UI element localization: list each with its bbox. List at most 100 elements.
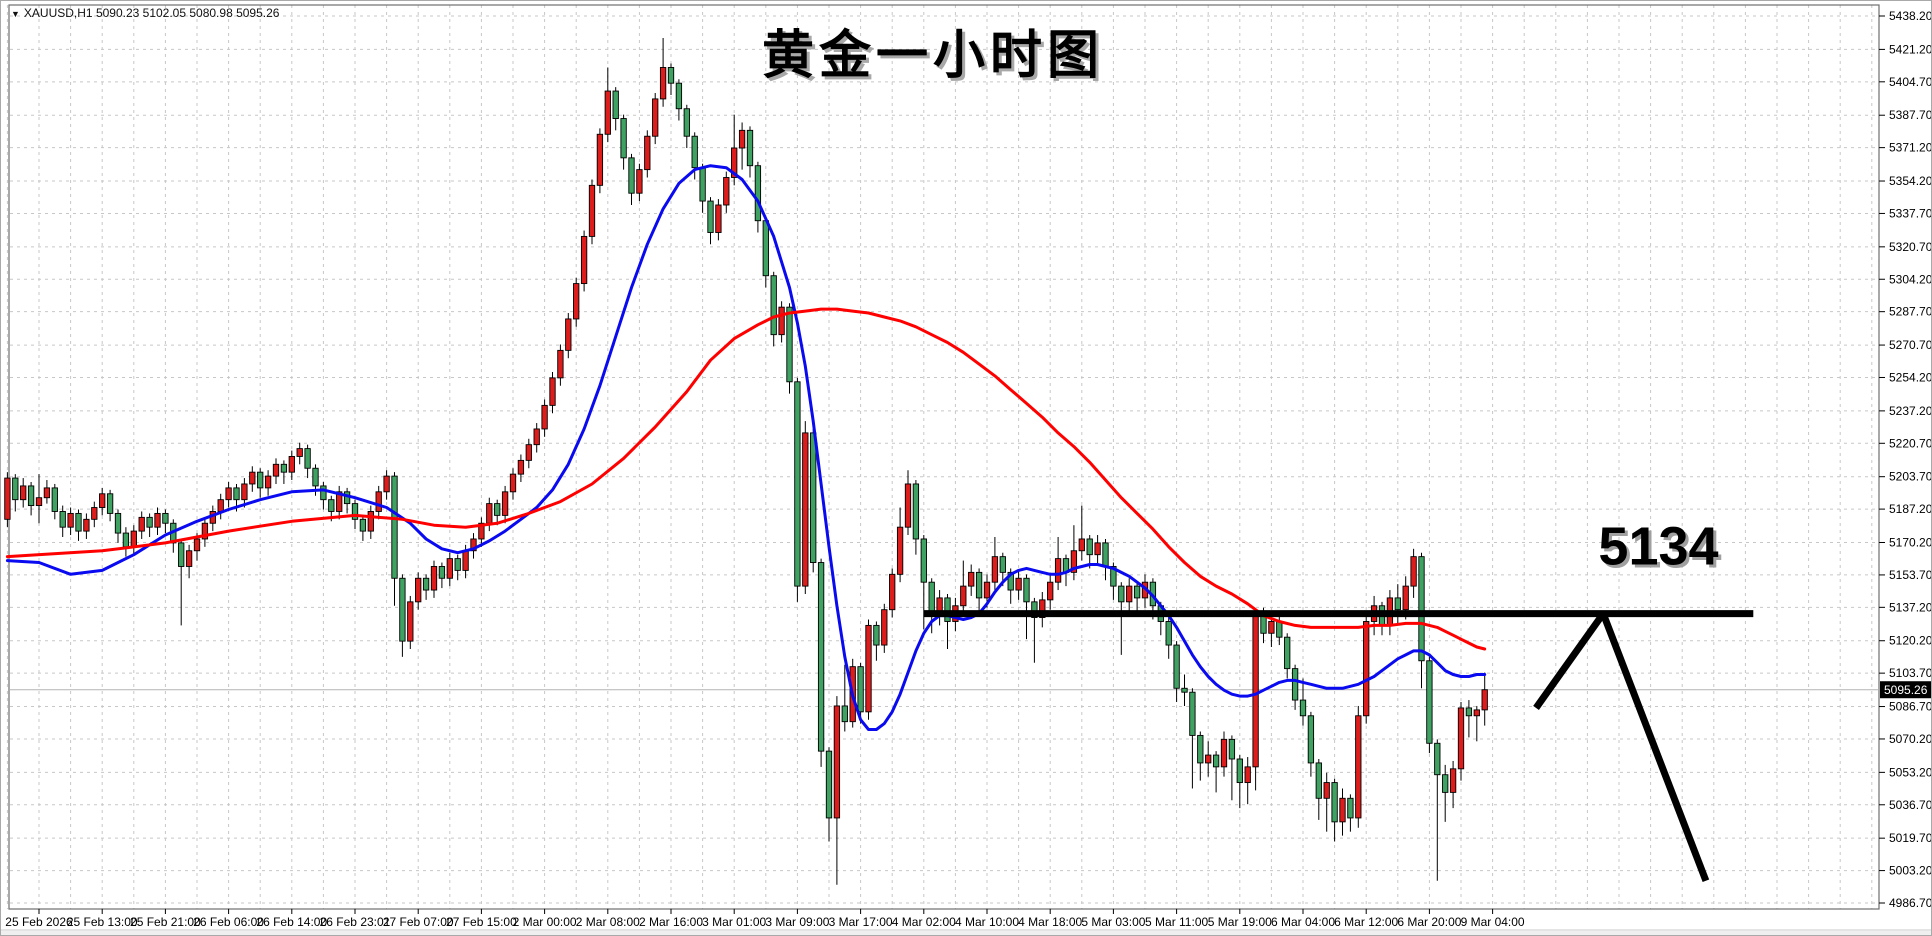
candle-bull: [217, 499, 224, 512]
price-axis-label: 4986.70: [1889, 896, 1932, 910]
candle-bear: [1173, 644, 1180, 689]
candle-bull: [1094, 542, 1101, 556]
candle-bull: [525, 444, 532, 461]
trend-line-right[interactable]: [1599, 612, 1710, 883]
time-axis-label: 25 Feb 13:00: [67, 915, 138, 929]
candle-bear: [51, 487, 58, 512]
price-axis-label: 5421.20: [1889, 42, 1932, 56]
candle-bear: [1228, 738, 1236, 760]
moving-averages-layer: [5, 164, 1487, 731]
candle-bull: [865, 624, 872, 713]
candle-bull: [1205, 754, 1212, 764]
candle-bull: [541, 404, 548, 430]
candle-bear: [1007, 571, 1014, 591]
price-axis-label: 5371.20: [1889, 141, 1932, 155]
candle-bull: [1047, 581, 1054, 601]
candle-bear: [59, 511, 66, 528]
price-axis-label: 5387.70: [1889, 108, 1932, 122]
price-axis-label: 5287.70: [1889, 305, 1932, 319]
resistance-price-label[interactable]: 5134: [1598, 517, 1718, 577]
candle-bull: [1323, 782, 1330, 799]
price-axis-label: 5320.70: [1889, 240, 1932, 254]
candle-bull: [193, 538, 201, 552]
candle-bear: [1118, 585, 1125, 603]
candle-bull: [644, 135, 651, 171]
candle-bear: [328, 499, 335, 512]
candle-bear: [399, 577, 406, 642]
candle-bear: [122, 532, 130, 548]
candle-bear: [494, 503, 501, 516]
candle-bear: [1189, 691, 1196, 736]
candle-bear: [304, 448, 311, 469]
current-price-tag: [1880, 681, 1931, 699]
candle-bear: [1212, 754, 1220, 768]
candle-bear: [1197, 734, 1204, 764]
candle-bull: [225, 487, 232, 501]
candle-bull: [636, 169, 643, 194]
candle-bear: [1284, 636, 1291, 670]
candle-bull: [1220, 738, 1228, 768]
candle-bear: [1426, 660, 1433, 744]
candle-bear: [667, 67, 675, 84]
candle-bear: [1133, 585, 1141, 599]
time-axis-label: 3 Mar 09:00: [765, 915, 829, 929]
candle-bull: [778, 306, 785, 336]
candle-bull: [588, 184, 596, 237]
candle-bull: [486, 503, 493, 524]
candle-bull: [881, 609, 888, 646]
price-axis-label: 5120.20: [1889, 634, 1932, 648]
candle-bull: [1410, 556, 1417, 587]
candle-bull: [715, 204, 722, 233]
price-axis-label: 5053.20: [1889, 765, 1932, 779]
price-axis-label: 5086.70: [1889, 700, 1932, 714]
time-axis-label: 27 Feb 15:00: [446, 915, 517, 929]
candle-bear: [746, 129, 754, 167]
candle-bear: [438, 566, 446, 579]
time-axis-label: 5 Mar 03:00: [1081, 915, 1145, 929]
candle-bull: [415, 577, 422, 603]
current-price-tag-label: 5095.26: [1884, 683, 1928, 697]
price-axis-label: 5070.20: [1889, 732, 1932, 746]
candle-bull: [138, 516, 145, 532]
candle-bear: [1165, 621, 1172, 646]
price-axis-label: 5019.70: [1889, 831, 1932, 845]
candle-bull: [1449, 768, 1457, 793]
candle-bull: [549, 377, 556, 406]
price-axis-label: 5003.20: [1889, 864, 1932, 878]
trend-line-left[interactable]: [1533, 611, 1607, 710]
candle-bear: [454, 558, 461, 571]
candle-bear: [1442, 774, 1449, 793]
time-axis-label: 6 Mar 12:00: [1334, 915, 1398, 929]
candle-bull: [288, 456, 295, 473]
candle-bear: [1394, 597, 1401, 611]
candle-bull: [367, 511, 374, 532]
price-axis-label: 5153.70: [1889, 568, 1932, 582]
candle-bull: [462, 550, 469, 571]
candle-bull: [802, 432, 809, 587]
candles-layer: [4, 38, 1488, 885]
candle-bear: [1086, 538, 1093, 556]
ma-fast-blue: [5, 164, 1487, 731]
candle-bull: [652, 98, 659, 137]
candle-bull: [83, 518, 90, 532]
plot-frame: [8, 4, 1880, 910]
candle-bull: [723, 177, 730, 206]
price-axis-label: 5103.70: [1889, 666, 1932, 680]
time-axis-label: 26 Feb 06:00: [193, 915, 264, 929]
candle-bear: [683, 108, 690, 137]
candle-bear: [351, 503, 359, 520]
candle-bear: [280, 463, 288, 473]
candle-bear: [320, 485, 327, 501]
time-axis-label: 6 Mar 04:00: [1271, 915, 1335, 929]
candle-bull: [4, 477, 11, 520]
candle-bear: [1110, 566, 1117, 587]
candle-bull: [1070, 550, 1078, 573]
time-axis-label: 4 Mar 18:00: [1018, 915, 1082, 929]
candle-bear: [1434, 742, 1441, 776]
price-axis-label: 5354.20: [1889, 174, 1932, 188]
candle-bull: [67, 512, 74, 528]
dropdown-arrow-icon[interactable]: ▼: [11, 9, 20, 19]
time-axis-label: 27 Feb 07:00: [383, 915, 454, 929]
